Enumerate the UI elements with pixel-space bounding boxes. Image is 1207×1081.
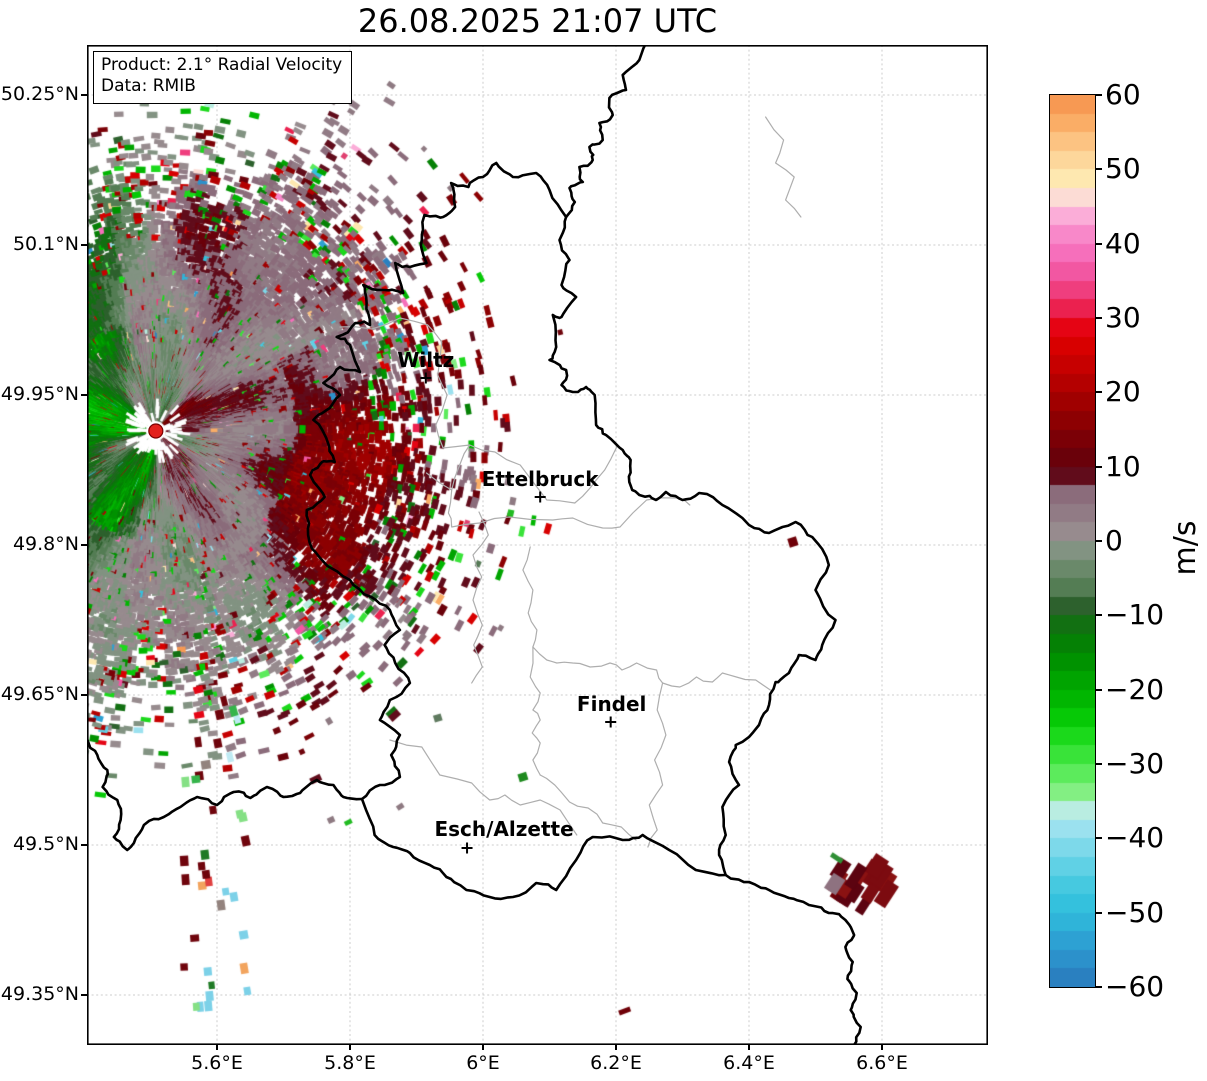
x-tick-label: 6.6°E — [856, 1052, 908, 1074]
admin-boundary — [425, 472, 691, 529]
city-label-esch-alzette: Esch/Alzette — [434, 817, 573, 841]
x-tick-label: 6.4°E — [723, 1052, 775, 1074]
colorbar-tick-mark — [1096, 465, 1102, 468]
y-tick-mark — [81, 694, 87, 696]
x-tick-label: 5.6°E — [191, 1052, 243, 1074]
colorbar-tick-label: −50 — [1105, 895, 1165, 929]
y-tick-mark — [81, 94, 87, 96]
x-tick-label: 5.8°E — [324, 1052, 376, 1074]
admin-boundary — [339, 317, 448, 449]
admin-boundary — [532, 646, 771, 691]
plot-spine — [87, 45, 988, 1045]
product-info-box: Product: 2.1° Radial Velocity Data: RMIB — [93, 51, 353, 104]
border-luxembourg — [305, 161, 837, 901]
x-tick-mark — [748, 1045, 750, 1050]
colorbar-unit-label: m/s — [1168, 520, 1203, 576]
admin-boundary — [451, 444, 471, 491]
city-label-wiltz: Wiltz — [397, 348, 454, 372]
city-label-findel: Findel — [577, 692, 647, 716]
y-tick-label: 49.5°N — [12, 833, 79, 855]
colorbar-tick-label: −40 — [1105, 821, 1165, 855]
admin-boundary — [574, 446, 618, 504]
admin-boundary — [647, 682, 667, 848]
border-belgium-germany — [564, 45, 647, 219]
x-tick-mark — [349, 1045, 351, 1050]
map-borders-layer: Wiltz Ettelbruck Findel Esch/Alzette — [87, 45, 988, 1045]
colorbar-tick-mark — [1096, 986, 1102, 988]
colorbar-tick-label: −10 — [1105, 598, 1165, 632]
colorbar-tick-label: 0 — [1105, 524, 1123, 557]
admin-boundary — [442, 444, 576, 504]
city-label-ettelbruck: Ettelbruck — [482, 467, 599, 491]
colorbar-tick-mark — [1096, 168, 1102, 171]
colorbar-tick-mark — [1096, 763, 1102, 765]
admin-boundary — [522, 546, 541, 776]
colorbar-tick-mark — [1096, 614, 1102, 617]
y-tick-label: 49.8°N — [12, 533, 79, 555]
colorbar-tick-label: 50 — [1105, 152, 1141, 186]
y-tick-label: 49.95°N — [0, 383, 79, 405]
map-plot-area: Wiltz Ettelbruck Findel Esch/Alzette Produc… — [87, 45, 988, 1045]
colorbar-tick-mark — [1096, 911, 1102, 914]
y-tick-label: 50.1°N — [12, 233, 79, 255]
y-tick-label: 49.65°N — [0, 683, 79, 705]
colorbar — [1049, 94, 1096, 988]
city-marker-wiltz — [420, 372, 432, 384]
y-tick-mark — [81, 244, 87, 246]
colorbar-tick-mark — [1096, 688, 1102, 691]
colorbar-tick-label: 20 — [1105, 375, 1141, 409]
admin-boundary — [765, 116, 802, 218]
admin-boundary — [471, 511, 489, 684]
x-tick-mark — [482, 1045, 484, 1050]
radar-field-canvas — [87, 45, 988, 1045]
colorbar-tick-label: 10 — [1105, 449, 1141, 483]
colorbar-tick-label: 60 — [1105, 78, 1141, 111]
city-marker-esch-alzette — [461, 842, 473, 854]
y-tick-label: 50.25°N — [0, 83, 79, 105]
y-tick-mark — [81, 544, 87, 546]
colorbar-tick-label: 30 — [1105, 301, 1141, 334]
admin-boundary — [539, 774, 637, 841]
y-tick-mark — [81, 994, 87, 996]
y-tick-label: 49.35°N — [0, 983, 79, 1005]
x-tick-mark — [216, 1045, 218, 1050]
colorbar-tick-label: −60 — [1105, 970, 1165, 1003]
x-tick-label: 6°E — [466, 1052, 500, 1074]
y-tick-mark — [81, 394, 87, 396]
colorbar-tick-mark — [1096, 94, 1102, 96]
city-marker-ettelbruck — [534, 491, 546, 503]
border-france-germany — [724, 873, 862, 1045]
city-marker-findel — [605, 716, 617, 728]
x-tick-mark — [615, 1045, 617, 1050]
colorbar-tick-mark — [1096, 242, 1102, 245]
colorbar-tick-mark — [1096, 391, 1102, 394]
radar-site-dot — [148, 423, 164, 439]
colorbar-tick-mark — [1096, 540, 1102, 542]
product-label: Product: 2.1° Radial Velocity — [101, 55, 343, 75]
data-source-label: Data: RMIB — [101, 76, 196, 97]
admin-boundary — [389, 739, 578, 836]
colorbar-tick-mark — [1096, 317, 1102, 319]
y-tick-mark — [81, 844, 87, 846]
figure-title: 26.08.2025 21:07 UTC — [357, 2, 718, 40]
colorbar-tick-label: −20 — [1105, 672, 1165, 706]
x-tick-label: 6.2°E — [590, 1052, 642, 1074]
x-tick-mark — [881, 1045, 883, 1050]
colorbar-tick-mark — [1096, 837, 1102, 840]
colorbar-tick-label: −30 — [1105, 747, 1165, 780]
colorbar-tick-label: 40 — [1105, 226, 1141, 260]
border-france-belgium — [87, 736, 364, 852]
